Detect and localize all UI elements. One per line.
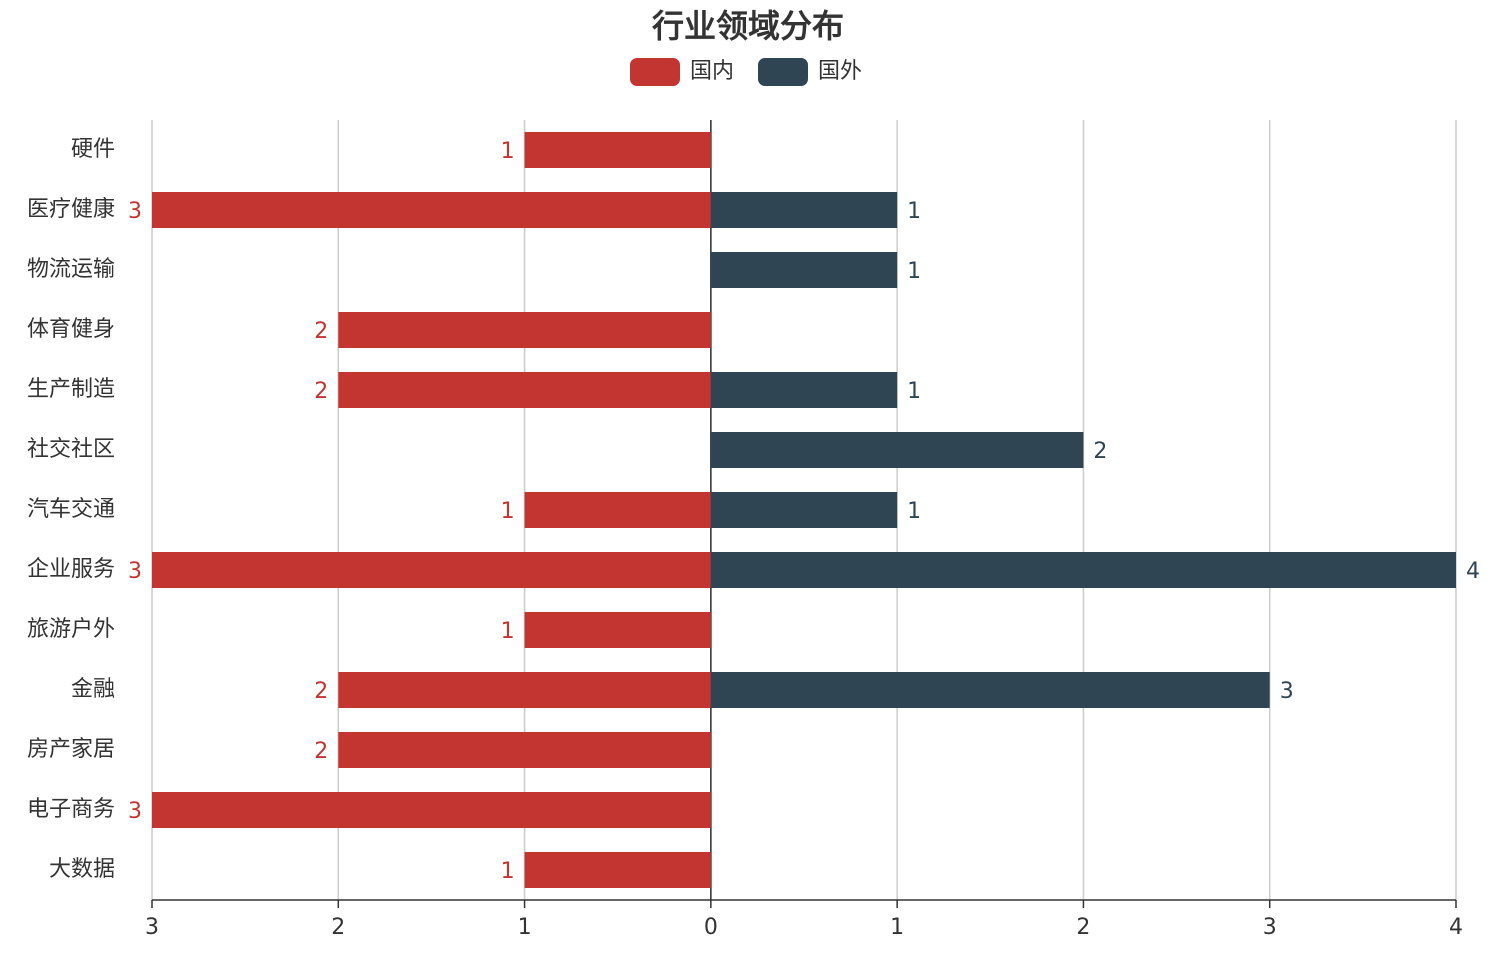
legend-swatch bbox=[630, 58, 680, 86]
y-tick-label: 电子商务 bbox=[27, 797, 115, 822]
y-tick-label: 社交社区 bbox=[27, 437, 115, 462]
data-label: 2 bbox=[314, 679, 328, 704]
data-label: 1 bbox=[501, 139, 515, 164]
y-tick-label: 物流运输 bbox=[27, 257, 115, 282]
data-label: 3 bbox=[128, 559, 142, 584]
bar bbox=[338, 312, 711, 348]
data-label: 1 bbox=[907, 379, 921, 404]
x-tick-label: 0 bbox=[704, 915, 718, 940]
bar bbox=[710, 372, 898, 408]
x-tick-label: 1 bbox=[518, 915, 532, 940]
y-tick-label: 汽车交通 bbox=[27, 497, 115, 522]
bar bbox=[710, 432, 1084, 468]
data-label: 1 bbox=[907, 499, 921, 524]
data-label: 1 bbox=[907, 199, 921, 224]
bar bbox=[710, 672, 1270, 708]
data-label: 2 bbox=[314, 739, 328, 764]
y-tick-label: 房产家居 bbox=[27, 737, 115, 762]
y-tick-label: 生产制造 bbox=[27, 377, 115, 402]
legend-label: 国内 bbox=[690, 59, 734, 84]
y-tick-label: 金融 bbox=[71, 677, 115, 702]
bar bbox=[524, 612, 711, 648]
bar bbox=[152, 792, 711, 828]
x-tick-label: 3 bbox=[1263, 915, 1277, 940]
x-tick-label: 2 bbox=[331, 915, 345, 940]
data-label: 2 bbox=[314, 379, 328, 404]
bar bbox=[710, 552, 1456, 588]
bar bbox=[338, 732, 711, 768]
legend-label: 国外 bbox=[818, 59, 862, 84]
data-label: 1 bbox=[501, 499, 515, 524]
data-label: 1 bbox=[501, 619, 515, 644]
y-tick-label: 体育健身 bbox=[27, 317, 115, 342]
bar bbox=[338, 672, 711, 708]
x-tick-label: 3 bbox=[145, 915, 159, 940]
y-tick-label: 企业服务 bbox=[27, 557, 115, 582]
y-tick-label: 旅游户外 bbox=[27, 617, 115, 642]
data-label: 3 bbox=[128, 799, 142, 824]
data-label: 2 bbox=[314, 319, 328, 344]
legend-swatch bbox=[758, 58, 808, 86]
data-label: 3 bbox=[128, 199, 142, 224]
y-tick-label: 医疗健康 bbox=[27, 197, 115, 222]
bar bbox=[524, 492, 711, 528]
data-label: 1 bbox=[501, 859, 515, 884]
bar bbox=[710, 192, 898, 228]
chart-title: 行业领域分布 bbox=[652, 7, 844, 45]
y-tick-label: 硬件 bbox=[71, 137, 115, 162]
x-tick-label: 4 bbox=[1449, 915, 1463, 940]
bar bbox=[524, 132, 711, 168]
bar bbox=[710, 492, 898, 528]
data-label: 3 bbox=[1280, 679, 1294, 704]
data-label: 1 bbox=[907, 259, 921, 284]
bar bbox=[152, 552, 711, 588]
bar bbox=[338, 372, 711, 408]
bar bbox=[152, 192, 711, 228]
x-tick-label: 1 bbox=[890, 915, 904, 940]
x-tick-label: 2 bbox=[1076, 915, 1090, 940]
data-label: 2 bbox=[1093, 439, 1107, 464]
bar bbox=[524, 852, 711, 888]
y-tick-label: 大数据 bbox=[49, 857, 115, 882]
bar bbox=[710, 252, 898, 288]
data-label: 4 bbox=[1466, 559, 1480, 584]
